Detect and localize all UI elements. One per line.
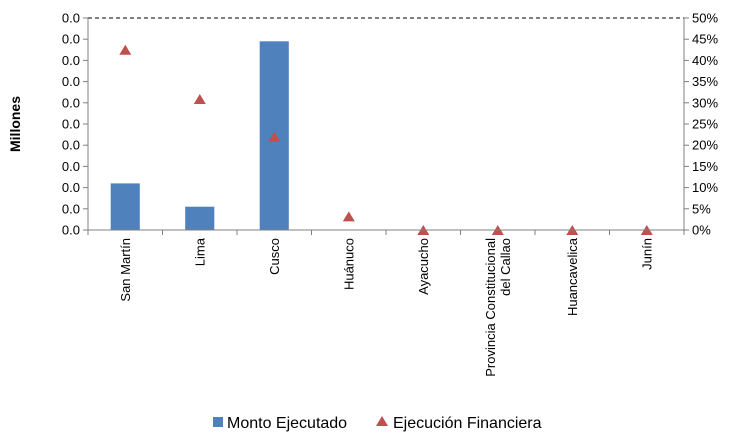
y2-tick-label: 50% xyxy=(692,11,718,26)
x-tick-label: San Martín xyxy=(118,238,133,302)
legend-marker-ejecucion xyxy=(376,416,388,426)
y2-tick-label: 20% xyxy=(692,138,718,153)
tick-group xyxy=(83,17,689,235)
y2-tick-label: 15% xyxy=(692,159,718,174)
y-tick-label: 0.0 xyxy=(62,74,80,89)
y-tick-label: 0.0 xyxy=(62,180,80,195)
y2-tick-label: 30% xyxy=(692,95,718,110)
marker-1 xyxy=(193,94,206,104)
plot-area-border xyxy=(87,17,685,231)
y-tick-label: 0.0 xyxy=(62,201,80,216)
y2-tick-labels: 0% 5% 10% 15% 20% 25% 30% 35% 40% 45% 50% xyxy=(692,11,718,238)
x-tick-label: Provincia Constitucionaldel Callao xyxy=(483,238,513,377)
x-tick-label: Cusco xyxy=(267,238,282,275)
y2-tick-label: 10% xyxy=(692,180,718,195)
y-tick-label: 0.0 xyxy=(62,223,80,238)
x-tick-label: Ayacucho xyxy=(416,238,431,295)
bar-1 xyxy=(185,206,215,230)
y-tick-labels: 0.0 0.0 0.0 0.0 0.0 0.0 0.0 0.0 0.0 0.0 0.0 xyxy=(62,11,80,238)
y-tick-label: 0.0 xyxy=(62,117,80,132)
legend-swatch-monto xyxy=(213,417,223,427)
x-tick-label: Huancavelica xyxy=(565,237,580,316)
marker-0 xyxy=(119,44,132,55)
y2-tick-label: 40% xyxy=(692,53,718,68)
y-axis-title: Millones xyxy=(7,96,23,152)
marker-3 xyxy=(342,211,355,222)
x-tick-label: Junín xyxy=(639,238,654,270)
bar-group xyxy=(110,41,289,230)
y-tick-label: 0.0 xyxy=(62,138,80,153)
marker-group xyxy=(119,44,653,235)
y-tick-label: 0.0 xyxy=(62,159,80,174)
legend-label-ejecucion: Ejecución Financiera xyxy=(393,415,542,432)
y-tick-label: 0.0 xyxy=(62,11,80,26)
x-tick-label: Lima xyxy=(192,237,207,266)
bar-0 xyxy=(110,183,140,230)
y-tick-label: 0.0 xyxy=(62,95,80,110)
y2-tick-label: 0% xyxy=(692,223,711,238)
y-tick-label: 0.0 xyxy=(62,53,80,68)
x-tick-labels: San Martín Lima Cusco Huánuco Ayacucho Provin… xyxy=(118,237,654,377)
x-tick-label: Huánuco xyxy=(341,238,356,290)
y2-tick-label: 5% xyxy=(692,201,711,216)
marker-2 xyxy=(268,131,281,142)
y2-tick-label: 45% xyxy=(692,32,718,47)
y2-tick-label: 25% xyxy=(692,117,718,132)
y2-tick-label: 35% xyxy=(692,74,718,89)
legend: Monto Ejecutado Ejecución Financiera xyxy=(213,415,542,432)
y-tick-label: 0.0 xyxy=(62,32,80,47)
legend-label-monto: Monto Ejecutado xyxy=(227,415,347,432)
